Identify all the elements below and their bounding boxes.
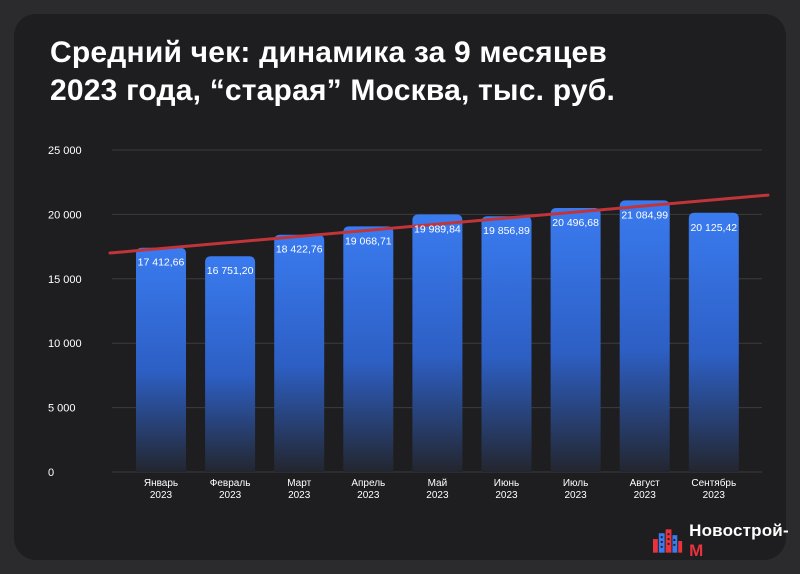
bar (412, 214, 463, 472)
bar-value-label: 19 068,71 (345, 235, 392, 247)
x-tick-year-label: 2023 (357, 490, 380, 501)
trend-layer (108, 193, 770, 255)
labels-layer: 0 5 000 10 000 15 000 20 000 25 000 17 412,66 Я… (48, 145, 737, 501)
bar-value-label: 20 496,68 (552, 217, 599, 229)
x-tick-year-label: 2023 (219, 490, 242, 501)
x-tick-label: Январь (144, 478, 178, 489)
x-tick-label: Сентябрь (691, 477, 736, 489)
y-tick-label: 0 (48, 467, 54, 479)
y-tick-label: 15 000 (48, 274, 82, 286)
bar-value-label: 19 989,84 (414, 224, 461, 236)
y-tick-label: 25 000 (48, 145, 82, 157)
x-tick-year-label: 2023 (150, 490, 173, 501)
bar (481, 216, 532, 472)
page-title: Средний чек: динамика за 9 месяцев 2023 … (50, 34, 750, 110)
brand-logo: Новострой-М (652, 521, 800, 560)
x-tick-year-label: 2023 (564, 490, 587, 501)
bar (343, 226, 394, 472)
bar-value-label: 18 422,76 (276, 244, 323, 256)
bar-value-label: 21 084,99 (621, 209, 668, 221)
trend-line (108, 193, 770, 255)
x-tick-year-label: 2023 (426, 490, 449, 501)
y-tick-label: 20 000 (48, 209, 82, 221)
x-tick-label: Май (428, 478, 448, 489)
bar (136, 247, 186, 472)
brand-name-main: Новострой- (689, 521, 789, 540)
x-tick-label: Март (287, 478, 311, 489)
title-line-1: Средний чек: динамика за 9 месяцев (50, 36, 608, 69)
bar-value-label: 16 751,20 (207, 265, 254, 277)
bar (619, 200, 670, 472)
bar-value-label: 17 412,66 (138, 257, 185, 269)
bar (550, 208, 601, 473)
x-tick-label: Апрель (351, 478, 385, 489)
x-tick-year-label: 2023 (634, 490, 657, 501)
bars-layer (136, 200, 739, 473)
building-logo-icon (652, 529, 683, 553)
bar-value-label: 20 125,42 (690, 222, 737, 234)
x-tick-year-label: 2023 (703, 490, 726, 501)
x-tick-label: Июль (563, 478, 589, 489)
bar (205, 256, 256, 472)
y-tick-label: 5 000 (48, 403, 76, 415)
brand-name-accent: М (689, 541, 704, 560)
bar (274, 234, 325, 472)
y-tick-label: 10 000 (48, 338, 82, 350)
x-tick-label: Февраль (210, 478, 251, 489)
bar (688, 212, 739, 472)
title-line-2: 2023 года, “старая” Москва, тыс. руб. (50, 74, 615, 107)
brand-name: Новострой-М (689, 521, 800, 561)
x-tick-year-label: 2023 (495, 490, 518, 501)
x-tick-year-label: 2023 (288, 490, 311, 501)
x-tick-label: Август (630, 478, 661, 489)
bar-value-label: 19 856,89 (483, 225, 530, 237)
x-tick-label: Июнь (494, 478, 519, 489)
